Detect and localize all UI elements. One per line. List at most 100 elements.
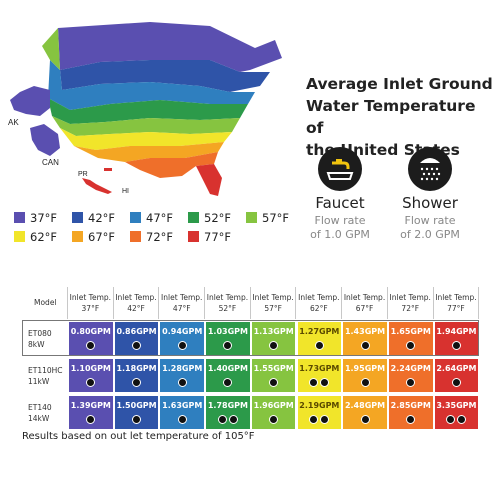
flow-cell: 1.96GPM	[251, 395, 296, 429]
fixture-icon	[360, 414, 370, 424]
fixture-icon	[86, 340, 96, 350]
label-hi: HI	[122, 188, 129, 195]
flow-cell: 1.10GPM	[69, 358, 113, 392]
fixture-icon	[223, 377, 233, 387]
band-67	[74, 142, 224, 162]
label-pr: PR	[78, 171, 88, 178]
footnote: Results based on out let temperature of …	[22, 431, 255, 442]
legend-label: 37°F	[30, 211, 57, 225]
fixture-icon	[132, 414, 142, 424]
legend-swatch	[188, 231, 199, 242]
flow-value: 1.65GPM	[390, 326, 431, 336]
column-header-temp: 52°F	[218, 304, 237, 313]
fixture-icon	[86, 414, 96, 424]
column-header-temp: 72°F	[401, 304, 420, 313]
flow-cell: 2.19GPM	[297, 395, 342, 429]
fixture-icon	[309, 377, 319, 387]
band-47	[48, 60, 255, 110]
flow-cell: 1.65GPM	[388, 321, 433, 355]
fixture-icon	[451, 377, 461, 387]
shower-name: Shower	[402, 194, 458, 212]
fixture-icon	[269, 377, 279, 387]
legend-swatch	[130, 212, 141, 223]
legend-label: 42°F	[88, 211, 115, 225]
model-power: 8kW	[28, 340, 45, 349]
legend-label: 72°F	[146, 230, 173, 244]
flow-value: 2.19GPM	[299, 400, 340, 410]
canada-shape	[30, 124, 60, 156]
legend-swatch	[188, 212, 199, 223]
column-header: Inlet Temp. 62°F	[297, 287, 343, 319]
column-header-temp: 42°F	[127, 304, 145, 313]
flow-cell: 2.85GPM	[388, 395, 433, 429]
legend-swatch	[14, 231, 25, 242]
flow-cell: 1.73GPM	[297, 358, 342, 392]
title-line-1: Average Inlet Ground	[306, 75, 493, 93]
column-header: Inlet Temp. 42°F	[114, 287, 160, 319]
band-77	[196, 164, 222, 196]
flow-cell: 3.35GPM	[434, 395, 479, 429]
fixture-icon	[223, 340, 233, 350]
column-header-label: Inlet Temp.	[161, 293, 203, 302]
fixture-icon	[360, 377, 370, 387]
flow-cell: 0.86GPM	[114, 321, 159, 355]
flow-value: 0.94GPM	[162, 326, 203, 336]
model-name: ET080	[28, 329, 52, 338]
shower-flow-value: of 2.0 GPM	[400, 228, 460, 241]
flow-cell: 1.94GPM	[434, 321, 479, 355]
faucet-flow-label: Flow rate	[314, 214, 366, 227]
flow-cell: 1.63GPM	[160, 395, 205, 429]
flow-value: 1.03GPM	[207, 326, 248, 336]
flow-value: 2.48GPM	[344, 400, 386, 410]
flow-value: 0.86GPM	[116, 326, 157, 336]
fixture-icon	[406, 340, 416, 350]
flow-value: 1.50GPM	[116, 400, 157, 410]
fixture-icon	[360, 340, 370, 350]
legend-item: 37°F	[14, 211, 57, 225]
flow-cell: 2.64GPM	[434, 358, 479, 392]
flow-value: 1.96GPM	[253, 400, 294, 410]
flow-cell: 1.28GPM	[160, 358, 205, 392]
legend-label: 67°F	[88, 230, 115, 244]
flow-value: 1.28GPM	[162, 363, 203, 373]
label-ak: AK	[8, 118, 19, 127]
column-header-label: Inlet Temp.	[252, 293, 294, 302]
fixture-icon	[320, 377, 330, 387]
fixture-icon	[457, 414, 467, 424]
flow-value: 2.85GPM	[390, 400, 431, 410]
alaska-shape	[10, 86, 50, 116]
flow-cell: 1.50GPM	[114, 395, 159, 429]
band-52	[48, 98, 248, 124]
flow-cell: 1.95GPM	[343, 358, 387, 392]
legend-item: 47°F	[130, 211, 173, 225]
label-can: CAN	[42, 158, 59, 167]
model-cell: ET140 14kW	[22, 394, 68, 424]
flow-cell: 1.18GPM	[114, 358, 159, 392]
fixture-icon	[314, 340, 324, 350]
column-header-label: Inlet Temp.	[206, 293, 249, 302]
flow-cell: 1.55GPM	[251, 358, 296, 392]
column-header-temp: 77°F	[447, 304, 465, 313]
column-header: Inlet Temp. 72°F	[388, 287, 434, 319]
flow-cell: 2.24GPM	[388, 358, 433, 392]
column-header-label: Inlet Temp.	[115, 293, 157, 302]
flow-cell: 1.27GPM	[297, 321, 342, 355]
flow-value: 3.35GPM	[436, 400, 477, 410]
fixture-icon	[177, 340, 187, 350]
column-header-label: Inlet Temp.	[298, 293, 340, 302]
column-header: Inlet Temp. 67°F	[342, 287, 388, 319]
fixture-icon	[269, 414, 279, 424]
column-header: Inlet Temp. 57°F	[251, 287, 297, 319]
column-header: Inlet Temp. 52°F	[205, 287, 251, 319]
flow-value: 1.43GPM	[344, 326, 386, 336]
faucet-icon	[318, 147, 362, 191]
fixture-icon	[309, 414, 319, 424]
flow-cell: 1.39GPM	[69, 395, 113, 429]
legend-label: 52°F	[204, 211, 231, 225]
flow-value: 1.63GPM	[162, 400, 203, 410]
legend-swatch	[246, 212, 257, 223]
band-42	[60, 60, 270, 92]
flow-value: 1.95GPM	[344, 363, 386, 373]
flow-value: 1.27GPM	[299, 326, 340, 336]
fixture-icon	[446, 414, 456, 424]
